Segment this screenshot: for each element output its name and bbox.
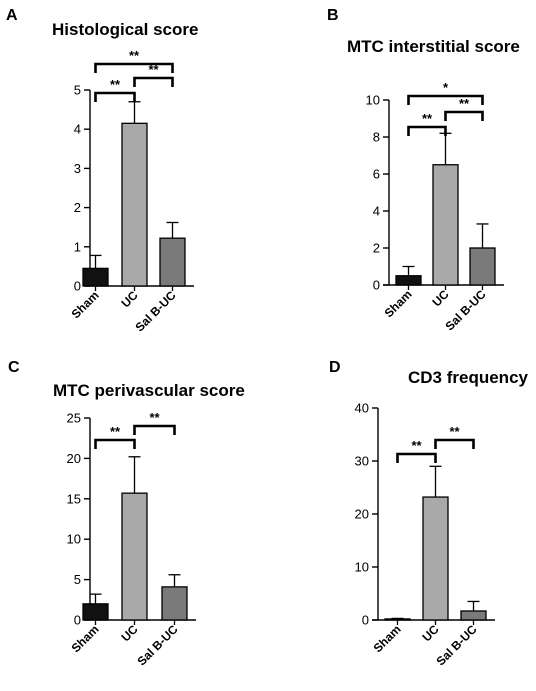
y-tick-label: 0 <box>362 613 369 628</box>
chart-title: CD3 frequency <box>408 368 529 387</box>
bar-uc <box>121 122 148 287</box>
significance-bracket <box>94 91 136 102</box>
x-tick-label: UC <box>429 287 451 309</box>
bar-sham <box>82 603 109 621</box>
y-tick-label: 10 <box>355 560 369 575</box>
y-tick-label: 20 <box>355 507 369 522</box>
y-tick-label: 4 <box>373 204 380 219</box>
x-tick-label: Sal B-UC <box>442 287 488 333</box>
x-tick-label: Sham <box>382 287 415 320</box>
y-tick-label: 2 <box>74 200 81 215</box>
significance-bracket <box>444 110 484 121</box>
x-tick-label: UC <box>118 288 140 310</box>
significance-label: ** <box>422 111 433 126</box>
y-tick-label: 0 <box>74 279 81 294</box>
panel-letter: D <box>329 359 341 376</box>
significance-bracket <box>396 452 437 463</box>
significance-label: ** <box>411 438 422 453</box>
chart-title: MTC perivascular score <box>53 381 245 400</box>
chart-title: MTC interstitial score <box>347 37 520 56</box>
significance-bracket <box>94 62 174 73</box>
panel-letter: C <box>8 359 20 376</box>
bar-sal-b-uc <box>469 247 496 286</box>
significance-label: ** <box>459 96 470 111</box>
y-tick-label: 8 <box>373 130 380 145</box>
significance-label: ** <box>449 424 460 439</box>
y-tick-label: 6 <box>373 167 380 182</box>
significance-label: * <box>443 80 449 95</box>
y-tick-label: 5 <box>74 83 81 98</box>
significance-bracket <box>407 125 447 136</box>
panel-letter: A <box>6 7 18 24</box>
y-tick-label: 10 <box>67 532 81 547</box>
y-tick-label: 10 <box>366 93 380 108</box>
chart-title: Histological score <box>52 20 198 39</box>
y-tick-label: 15 <box>67 491 81 506</box>
y-tick-label: 3 <box>74 161 81 176</box>
significance-label: ** <box>129 48 140 63</box>
x-tick-label: Sal B-UC <box>433 622 479 668</box>
x-tick-label: Sal B-UC <box>134 622 180 668</box>
bar-sham <box>395 275 422 286</box>
significance-bracket <box>133 76 174 87</box>
panel-letter: B <box>327 7 339 24</box>
significance-label: ** <box>110 77 121 92</box>
x-tick-label: Sal B-UC <box>132 288 178 334</box>
y-tick-label: 2 <box>373 241 380 256</box>
x-tick-label: UC <box>419 622 441 644</box>
panel-b: B MTC interstitial score 0 2 4 6 8 10 Sham UCSal … <box>327 7 520 333</box>
y-tick-label: 30 <box>355 454 369 469</box>
y-tick-label: 25 <box>67 411 81 426</box>
significance-label: ** <box>148 62 159 77</box>
bar-sal-b-uc <box>460 610 487 621</box>
bar-sham <box>384 618 411 621</box>
significance-bracket <box>434 438 475 449</box>
y-tick-label: 40 <box>355 401 369 416</box>
bar-sal-b-uc <box>161 586 188 621</box>
significance-bracket <box>407 94 484 105</box>
y-tick-label: 5 <box>74 572 81 587</box>
y-tick-label: 20 <box>67 451 81 466</box>
y-tick-label: 0 <box>74 613 81 628</box>
bar-sal-b-uc <box>159 237 186 287</box>
bar-uc <box>422 496 449 621</box>
y-tick-label: 1 <box>74 239 81 254</box>
bar-uc <box>432 164 459 286</box>
bar-uc <box>121 492 148 621</box>
y-tick-label: 4 <box>74 122 81 137</box>
x-tick-label: Sham <box>371 622 404 655</box>
significance-label: ** <box>149 410 160 425</box>
x-tick-label: UC <box>118 622 140 644</box>
significance-bracket <box>133 424 176 435</box>
bar-sham <box>82 267 109 287</box>
y-tick-label: 0 <box>373 278 380 293</box>
significance-label: ** <box>110 424 121 439</box>
significance-bracket <box>94 438 136 449</box>
